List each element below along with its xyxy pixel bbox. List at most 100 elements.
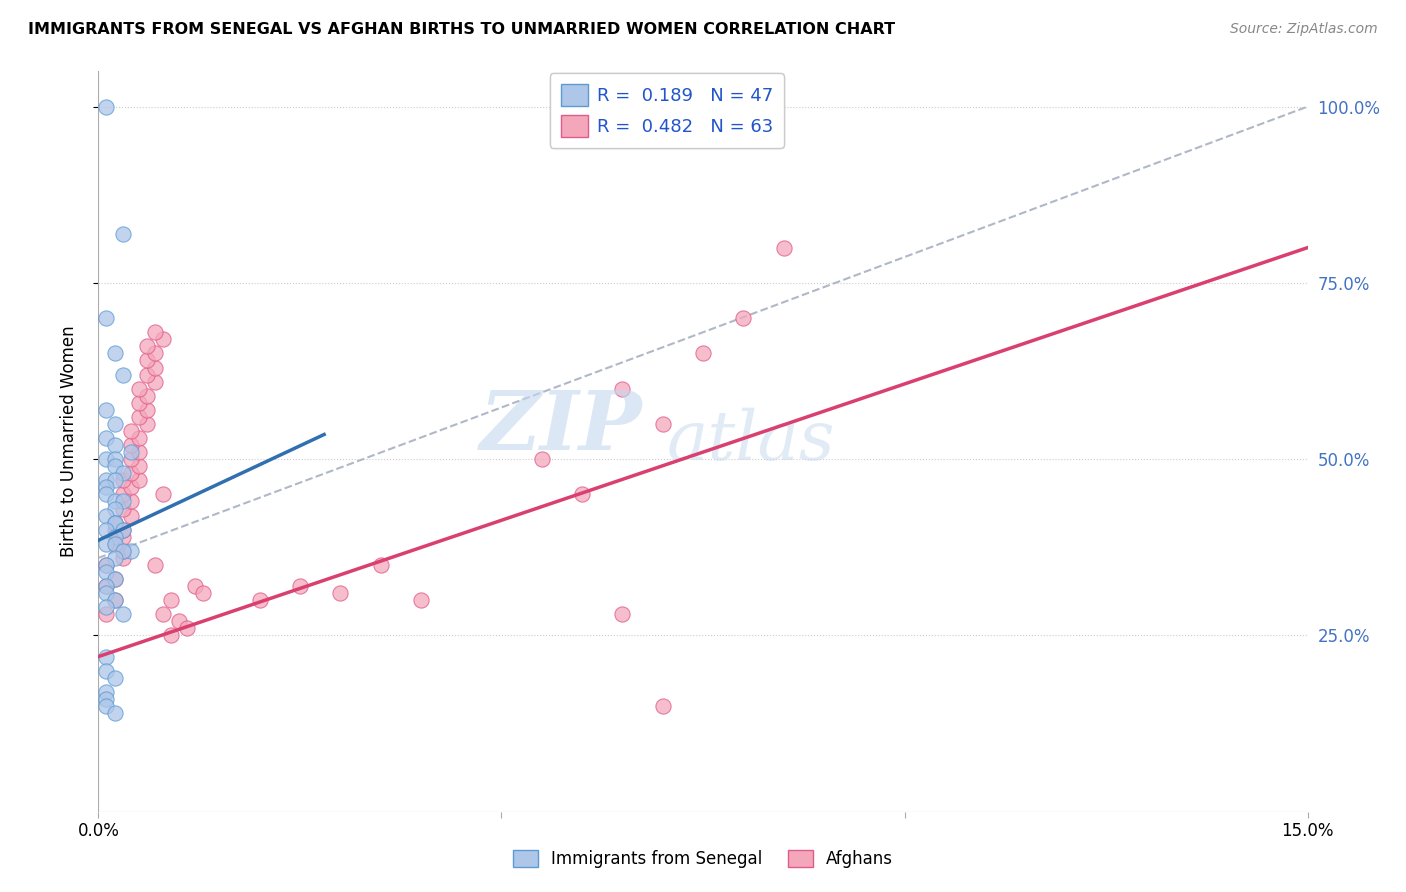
- Point: [103, 452, 125, 467]
- Point: [103, 593, 125, 607]
- Point: [612, 607, 634, 622]
- Point: [111, 523, 134, 537]
- Point: [103, 550, 125, 565]
- Point: [96, 431, 118, 445]
- Point: [96, 600, 118, 615]
- Point: [96, 692, 118, 706]
- Point: [103, 516, 125, 530]
- Point: [530, 452, 553, 467]
- Point: [370, 558, 392, 572]
- Point: [111, 550, 134, 565]
- Point: [96, 558, 118, 572]
- Point: [96, 402, 118, 417]
- Point: [120, 544, 142, 558]
- Point: [128, 396, 150, 410]
- Point: [96, 579, 118, 593]
- Point: [103, 459, 125, 474]
- Point: [96, 698, 118, 713]
- Point: [103, 516, 125, 530]
- Point: [96, 508, 118, 523]
- Point: [176, 621, 198, 635]
- Point: [692, 346, 714, 360]
- Y-axis label: Births to Unmarried Women: Births to Unmarried Women: [59, 326, 77, 558]
- Text: Source: ZipAtlas.com: Source: ZipAtlas.com: [1230, 22, 1378, 37]
- Point: [96, 565, 118, 579]
- Point: [103, 530, 125, 544]
- Point: [96, 685, 118, 699]
- Point: [96, 579, 118, 593]
- Point: [103, 473, 125, 487]
- Point: [128, 431, 150, 445]
- Legend: R =  0.189   N = 47, R =  0.482   N = 63: R = 0.189 N = 47, R = 0.482 N = 63: [550, 73, 783, 148]
- Point: [193, 586, 215, 600]
- Point: [143, 375, 166, 389]
- Point: [128, 459, 150, 474]
- Point: [96, 649, 118, 664]
- Point: [135, 402, 157, 417]
- Point: [103, 523, 125, 537]
- Point: [184, 579, 207, 593]
- Point: [120, 424, 142, 438]
- Point: [103, 494, 125, 508]
- Point: [152, 607, 174, 622]
- Point: [96, 586, 118, 600]
- Point: [96, 473, 118, 487]
- Point: [128, 473, 150, 487]
- Point: [103, 346, 125, 360]
- Point: [288, 579, 311, 593]
- Point: [160, 628, 183, 642]
- Point: [120, 445, 142, 459]
- Point: [111, 227, 134, 241]
- Point: [103, 593, 125, 607]
- Point: [409, 593, 432, 607]
- Point: [96, 537, 118, 551]
- Legend: Immigrants from Senegal, Afghans: Immigrants from Senegal, Afghans: [506, 843, 900, 875]
- Point: [103, 572, 125, 586]
- Point: [120, 480, 142, 494]
- Point: [143, 346, 166, 360]
- Point: [329, 586, 352, 600]
- Point: [103, 706, 125, 720]
- Point: [96, 480, 118, 494]
- Point: [651, 698, 673, 713]
- Point: [103, 537, 125, 551]
- Point: [120, 467, 142, 481]
- Point: [111, 467, 134, 481]
- Point: [135, 339, 157, 353]
- Point: [111, 523, 134, 537]
- Point: [96, 558, 118, 572]
- Point: [152, 332, 174, 346]
- Point: [103, 417, 125, 431]
- Point: [135, 353, 157, 368]
- Point: [111, 368, 134, 382]
- Point: [135, 368, 157, 382]
- Point: [128, 445, 150, 459]
- Point: [120, 452, 142, 467]
- Point: [135, 389, 157, 403]
- Point: [772, 241, 794, 255]
- Point: [103, 671, 125, 685]
- Point: [103, 572, 125, 586]
- Point: [96, 311, 118, 326]
- Point: [103, 516, 125, 530]
- Point: [96, 523, 118, 537]
- Point: [152, 487, 174, 501]
- Point: [111, 607, 134, 622]
- Point: [571, 487, 593, 501]
- Point: [96, 452, 118, 467]
- Point: [111, 544, 134, 558]
- Point: [160, 593, 183, 607]
- Point: [111, 530, 134, 544]
- Point: [143, 558, 166, 572]
- Point: [128, 409, 150, 424]
- Point: [111, 494, 134, 508]
- Point: [143, 325, 166, 339]
- Point: [111, 473, 134, 487]
- Point: [143, 360, 166, 375]
- Point: [96, 100, 118, 114]
- Point: [120, 438, 142, 452]
- Point: [128, 382, 150, 396]
- Point: [651, 417, 673, 431]
- Point: [249, 593, 271, 607]
- Point: [111, 487, 134, 501]
